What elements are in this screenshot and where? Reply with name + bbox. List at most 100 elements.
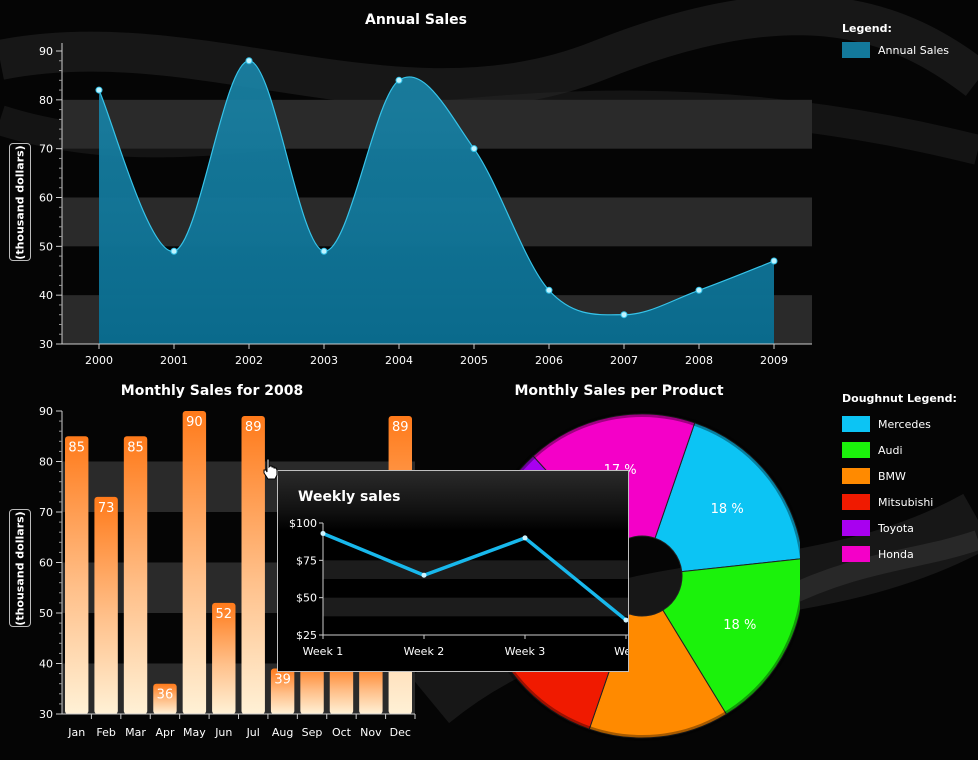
monthly-y-tick-label: 60 <box>39 557 53 570</box>
doughnut-legend-swatch <box>842 468 870 484</box>
monthly-y-axis-label-box: (thousand dollars) <box>9 509 31 627</box>
annual-data-point <box>95 86 103 94</box>
monthly-bar-label: 89 <box>392 420 409 435</box>
monthly-y-tick-label: 70 <box>39 506 53 519</box>
annual-data-point <box>395 76 403 84</box>
weekly-data-point <box>623 617 628 623</box>
doughnut-legend-item: Toyota <box>842 515 957 541</box>
annual-data-point <box>770 257 778 265</box>
weekly-data-point <box>522 535 528 541</box>
doughnut-legend-swatch <box>842 520 870 536</box>
doughnut-legend-item: Audi <box>842 437 957 463</box>
doughnut-legend-label: Mercedes <box>878 417 931 431</box>
weekly-x-tick-label: Wee <box>614 645 628 658</box>
weekly-grid-band <box>323 597 628 617</box>
weekly-x-tick-label: Week 3 <box>505 645 546 658</box>
annual-legend-title: Legend: <box>842 22 892 35</box>
monthly-bar <box>212 602 236 714</box>
monthly-y-tick-label: 30 <box>39 708 53 721</box>
doughnut-slice-label: 18 % <box>711 502 744 517</box>
hand-cursor-icon <box>263 458 278 480</box>
weekly-grid-band <box>323 560 628 579</box>
monthly-x-tick-label: May <box>183 726 206 739</box>
annual-data-point <box>170 247 178 255</box>
annual-x-tick-label: 2003 <box>310 354 338 367</box>
annual-data-point <box>620 311 628 319</box>
monthly-bar-label: 52 <box>216 607 233 622</box>
monthly-bar <box>329 663 354 714</box>
doughnut-legend-item: BMW <box>842 463 957 489</box>
monthly-bar <box>94 496 118 714</box>
monthly-bar <box>359 663 383 714</box>
annual-x-tick-label: 2004 <box>385 354 413 367</box>
weekly-y-tick-label: $100 <box>289 517 317 530</box>
weekly-data-point <box>421 572 427 578</box>
annual-y-tick-label: 60 <box>39 192 53 205</box>
monthly-y-tick-label: 80 <box>39 456 53 469</box>
weekly-y-tick-label: $75 <box>296 554 317 567</box>
doughnut-legend-swatch <box>842 442 870 458</box>
monthly-bar-label: 85 <box>127 440 144 455</box>
monthly-x-tick-label: Jan <box>67 726 85 739</box>
doughnut-legend-label: Mitsubishi <box>878 495 934 509</box>
weekly-data-point <box>320 530 326 536</box>
monthly-x-tick-label: Oct <box>332 726 352 739</box>
annual-y-axis-label-box: (thousand dollars) <box>9 143 31 261</box>
annual-x-tick-label: 2002 <box>235 354 263 367</box>
doughnut-legend-label: BMW <box>878 469 906 483</box>
annual-x-tick-label: 2006 <box>535 354 563 367</box>
annual-y-tick-label: 50 <box>39 240 53 253</box>
monthly-bar <box>153 683 177 714</box>
annual-y-tick-label: 30 <box>39 338 53 351</box>
doughnut-legend-swatch <box>842 546 870 562</box>
doughnut-legend-label: Honda <box>878 547 914 561</box>
monthly-x-tick-label: Apr <box>155 726 175 739</box>
weekly-sales-chart: $25 $50 $75 $100 Week 1 Week 2 Week 3 Wee <box>289 517 628 658</box>
monthly-y-tick-label: 90 <box>39 405 53 418</box>
monthly-x-tick-label: Jul <box>246 726 260 739</box>
annual-chart-title: Annual Sales <box>364 12 467 28</box>
annual-x-tick-label: 2008 <box>685 354 713 367</box>
doughnut-legend-item: Honda <box>842 541 957 567</box>
annual-data-point <box>695 286 703 294</box>
annual-data-point <box>545 286 553 294</box>
annual-data-point <box>470 145 478 153</box>
annual-data-point <box>320 247 328 255</box>
annual-y-tick-label: 80 <box>39 94 53 107</box>
doughnut-legend-swatch <box>842 416 870 432</box>
doughnut-slice <box>654 422 800 573</box>
annual-x-tick-label: 2005 <box>460 354 488 367</box>
product-chart-title: Monthly Sales per Product <box>514 383 724 399</box>
monthly-bar <box>65 436 89 714</box>
weekly-line <box>322 531 628 622</box>
monthly-bar-label: 85 <box>68 440 85 455</box>
annual-x-tick-label: 2000 <box>85 354 113 367</box>
doughnut-legend-item: Mitsubishi <box>842 489 957 515</box>
weekly-y-tick-label: $25 <box>296 629 317 642</box>
monthly-y-tick-label: 40 <box>39 658 53 671</box>
weekly-sales-tooltip: Weekly sales $25 $50 $75 $100 Week 1 Week 2 We… <box>277 470 629 672</box>
annual-data-point <box>245 57 253 65</box>
monthly-x-tick-label: Mar <box>125 726 146 739</box>
monthly-bar <box>270 668 295 714</box>
monthly-x-tick-label: Jun <box>214 726 232 739</box>
monthly-bar-label: 39 <box>274 673 291 688</box>
annual-legend: Legend: Annual Sales <box>842 22 949 59</box>
doughnut-slice <box>662 558 800 715</box>
annual-area <box>99 60 774 345</box>
annual-y-tick-label: 40 <box>39 289 53 302</box>
doughnut-legend-title: Doughnut Legend: <box>842 392 957 405</box>
monthly-bar-label: 36 <box>157 688 174 703</box>
monthly-x-tick-label: Feb <box>96 726 115 739</box>
monthly-bar <box>123 436 148 714</box>
doughnut-legend-item: Mercedes <box>842 411 957 437</box>
monthly-x-tick-label: Nov <box>360 726 382 739</box>
annual-legend-swatch <box>842 42 870 58</box>
doughnut-legend-label: Audi <box>878 443 903 457</box>
tooltip-title: Weekly sales <box>298 489 401 505</box>
annual-legend-item: Annual Sales <box>842 41 949 59</box>
weekly-x-tick-label: Week 2 <box>404 645 445 658</box>
annual-y-tick-label: 70 <box>39 143 53 156</box>
monthly-bar <box>182 411 207 714</box>
monthly-x-tick-label: Dec <box>390 726 411 739</box>
